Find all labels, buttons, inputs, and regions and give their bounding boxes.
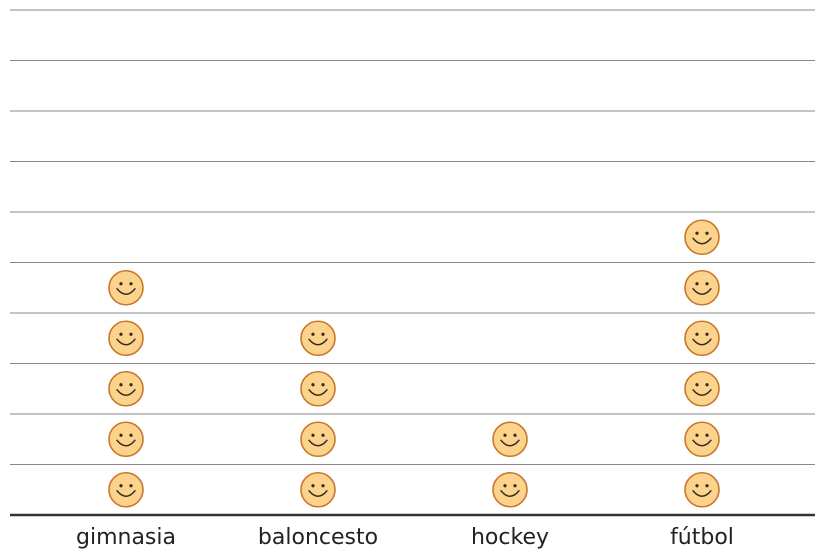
smiley-icon <box>300 320 336 357</box>
smiley-icon <box>492 421 528 458</box>
smiley-mouth <box>692 439 712 447</box>
smiley-face <box>300 320 336 357</box>
smiley-icon <box>108 471 144 508</box>
smiley-eye <box>129 433 133 437</box>
smiley-icon <box>492 471 528 508</box>
smiley-eye <box>311 332 315 336</box>
smiley-eye <box>311 484 315 488</box>
smiley-eye <box>695 433 699 437</box>
smiley-eye <box>705 282 709 286</box>
smiley-mouth <box>692 237 712 245</box>
smiley-mouth <box>692 288 712 295</box>
smiley-face <box>684 219 720 256</box>
smiley-icon <box>684 421 720 458</box>
smiley-eye <box>705 433 709 437</box>
smiley-mouth <box>308 389 328 396</box>
smiley-eye <box>695 383 699 387</box>
smiley-icon <box>300 421 336 458</box>
smiley-icon <box>300 471 336 508</box>
x-tick-label: baloncesto <box>258 525 378 550</box>
smiley-icon <box>684 219 720 256</box>
smiley-face <box>108 320 144 357</box>
smiley-eye <box>695 231 699 235</box>
smiley-face <box>684 421 720 458</box>
smiley-face <box>300 370 336 407</box>
smiley-eye <box>503 433 507 437</box>
x-tick-label: gimnasia <box>76 525 176 550</box>
smiley-mouth <box>116 490 136 497</box>
smiley-eye <box>695 282 699 286</box>
smiley-icon <box>300 370 336 407</box>
smiley-eye <box>129 484 133 488</box>
smiley-eye <box>129 383 133 387</box>
x-tick-label: fútbol <box>670 525 734 550</box>
smiley-mouth <box>692 389 712 396</box>
smiley-face <box>108 421 144 458</box>
smiley-face <box>492 471 528 508</box>
smiley-face <box>684 471 720 508</box>
smiley-face <box>684 320 720 357</box>
smiley-mouth <box>116 338 136 346</box>
smiley-eye <box>119 433 123 437</box>
smiley-icon <box>684 370 720 407</box>
smiley-mouth <box>308 338 328 346</box>
smiley-mouth <box>116 389 136 396</box>
smiley-mouth <box>500 439 520 447</box>
smiley-eye <box>119 484 123 488</box>
smiley-face <box>108 370 144 407</box>
smiley-mouth <box>692 490 712 497</box>
smiley-eye <box>321 433 325 437</box>
x-tick-label: hockey <box>471 525 549 550</box>
smiley-eye <box>311 383 315 387</box>
smiley-eye <box>705 484 709 488</box>
smiley-eye <box>321 383 325 387</box>
smiley-eye <box>695 332 699 336</box>
smiley-icon <box>108 370 144 407</box>
smiley-face <box>300 471 336 508</box>
smiley-eye <box>119 282 123 286</box>
smiley-eye <box>321 484 325 488</box>
smiley-eye <box>311 433 315 437</box>
smiley-face <box>108 471 144 508</box>
smiley-eye <box>321 332 325 336</box>
smiley-mouth <box>500 490 520 497</box>
smiley-mouth <box>308 439 328 447</box>
smiley-eye <box>503 484 507 488</box>
smiley-icon <box>108 421 144 458</box>
smiley-face <box>492 421 528 458</box>
smiley-icon <box>684 320 720 357</box>
smiley-eye <box>119 383 123 387</box>
smiley-eye <box>119 332 123 336</box>
smiley-mouth <box>692 338 712 346</box>
smiley-face <box>300 421 336 458</box>
smiley-eye <box>695 484 699 488</box>
smiley-icon <box>108 269 144 306</box>
smiley-face <box>108 269 144 306</box>
smiley-mouth <box>308 490 328 497</box>
smiley-mouth <box>116 439 136 447</box>
smiley-eye <box>129 332 133 336</box>
smiley-eye <box>513 433 517 437</box>
smiley-eye <box>129 282 133 286</box>
smiley-eye <box>705 332 709 336</box>
smiley-icon <box>108 320 144 357</box>
smiley-eye <box>513 484 517 488</box>
smiley-eye <box>705 231 709 235</box>
smiley-face <box>684 269 720 306</box>
smiley-eye <box>705 383 709 387</box>
smiley-face <box>684 370 720 407</box>
smiley-icon <box>684 471 720 508</box>
smiley-icon <box>684 269 720 306</box>
smiley-mouth <box>116 288 136 295</box>
